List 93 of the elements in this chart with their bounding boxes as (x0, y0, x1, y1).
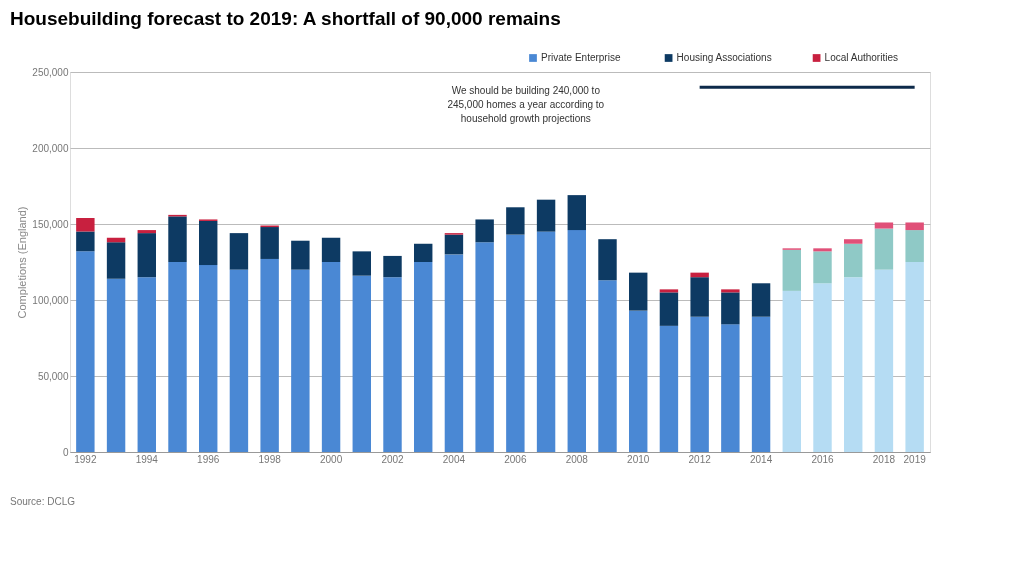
chart-title: Housebuilding forecast to 2019: A shortfall of 90,000 remains (10, 8, 561, 29)
bar (137, 233, 156, 278)
bar (260, 258, 279, 452)
bar (629, 272, 648, 311)
bar (629, 310, 648, 452)
x-tick-label: 1996 (197, 453, 220, 465)
bar (199, 265, 218, 452)
bar (506, 234, 525, 452)
bar (106, 278, 126, 452)
bar (874, 269, 894, 452)
x-tick-label: 2006 (504, 453, 527, 465)
bar (690, 277, 709, 317)
bar (598, 280, 617, 452)
bar (506, 207, 525, 235)
bar (321, 262, 341, 452)
bar (751, 316, 771, 452)
bar (414, 262, 433, 452)
x-tick-label: 2010 (627, 453, 650, 465)
source-note: Source: DCLG (10, 496, 76, 507)
bar (291, 240, 310, 270)
bar (844, 277, 863, 452)
bar (168, 262, 187, 452)
x-tick-label: 2002 (381, 453, 405, 465)
bar (844, 243, 863, 278)
bar (813, 283, 832, 452)
bar (76, 231, 95, 252)
bar (106, 242, 126, 279)
bar (659, 325, 679, 452)
bar (721, 324, 740, 452)
y-axis-title: Completions (England) (16, 206, 29, 319)
bar (721, 292, 740, 325)
bar (567, 230, 586, 452)
bar (291, 269, 310, 452)
bar (137, 230, 156, 234)
bar (383, 277, 402, 452)
bar (76, 217, 95, 232)
legend-label: Housing Associations (676, 52, 772, 63)
x-tick-label: 2016 (811, 453, 835, 465)
legend-label: Private Enterprise (541, 52, 621, 63)
bar (475, 242, 494, 452)
bar (168, 216, 187, 262)
bar (260, 227, 279, 259)
bar (444, 234, 464, 255)
bar (782, 290, 801, 452)
bar (813, 248, 832, 252)
x-tick-label: 2004 (442, 453, 466, 465)
annotation: We should be building 240,000 to 245,000 homes a year according to household growth projections (447, 85, 605, 124)
y-tick-label: 50,000 (37, 370, 69, 382)
bar (721, 289, 740, 293)
bar (229, 269, 249, 452)
bar (659, 289, 679, 293)
legend-label: Local Authorities (824, 52, 898, 63)
bar (414, 243, 433, 262)
bar (383, 255, 402, 278)
bar (321, 237, 341, 262)
bar (659, 292, 679, 326)
bar (352, 275, 371, 452)
bar (844, 239, 863, 244)
bar (444, 254, 464, 452)
bar (137, 277, 156, 452)
bar (813, 251, 832, 284)
x-tick-label: 2018 (872, 453, 896, 465)
y-tick-label: 0 (62, 446, 69, 458)
bar (751, 283, 771, 317)
y-tick-label: 150,000 (32, 218, 69, 230)
x-tick-label: 1992 (74, 453, 97, 465)
bar (782, 249, 801, 291)
bar (905, 262, 924, 452)
y-tick-label: 200,000 (32, 142, 69, 154)
bar (598, 239, 617, 281)
x-tick-label: 1994 (135, 453, 159, 465)
bar (690, 272, 709, 278)
bar (536, 231, 556, 452)
bar (199, 220, 218, 266)
bar (229, 233, 249, 270)
bar (475, 219, 494, 243)
bar (76, 251, 95, 452)
bar (905, 230, 924, 262)
y-tick-label: 100,000 (32, 294, 69, 306)
bar (874, 228, 894, 270)
x-tick-label: 2012 (688, 453, 712, 465)
x-tick-label: 2014 (749, 453, 773, 465)
y-tick-label: 250,000 (32, 66, 69, 78)
bar (567, 195, 586, 231)
x-tick-label: 2008 (565, 453, 589, 465)
bar (690, 316, 709, 452)
x-tick-label: 1998 (258, 453, 282, 465)
bar (874, 222, 894, 229)
bar (905, 222, 924, 231)
x-tick-label: 2000 (319, 453, 343, 465)
bar (536, 199, 556, 232)
bar (352, 251, 371, 276)
x-tick-label: 2019 (903, 453, 927, 465)
